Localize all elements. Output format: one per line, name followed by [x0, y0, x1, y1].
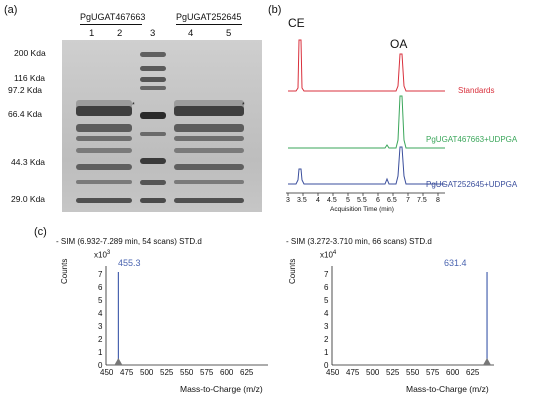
panel-c-label: (c)	[34, 226, 47, 238]
s1-xtick-500: 500	[140, 368, 154, 377]
spectrum1-xlabel: Mass-to-Charge (m/z)	[180, 384, 263, 394]
s2-ytick-4: 4	[324, 309, 329, 318]
legend-standards: Standards	[458, 86, 495, 95]
xtick-8: 8	[436, 197, 440, 204]
s1-ytick-3: 3	[98, 322, 103, 331]
spectrum1-peak-marker	[114, 358, 123, 365]
s2-xtick-550: 550	[406, 368, 420, 377]
s2-ytick-7: 7	[324, 270, 329, 279]
lane-4-label: 4	[188, 28, 194, 39]
spectrum1-exponent-base: x10	[94, 250, 107, 260]
spectrum1-exponent: x103	[94, 250, 110, 260]
s1-ytick-7: 7	[98, 270, 103, 279]
chromatogram-plot	[286, 39, 445, 196]
xtick-6: 6	[376, 197, 380, 204]
spectrum1-exponent-power: 3	[106, 250, 111, 256]
s1-xtick-475: 475	[120, 368, 134, 377]
marker-66: 66.4 Kda	[8, 109, 43, 119]
group1-bracket	[80, 24, 142, 25]
chromatogram-ticks	[287, 193, 439, 196]
panel-b-label: (b)	[268, 4, 282, 16]
group1-label: PgUGAT467663	[80, 12, 146, 22]
peak-label-oa: OA	[390, 37, 408, 51]
spectrum2-plot	[331, 266, 494, 366]
spectrum2-exponent: x104	[320, 250, 336, 260]
s2-xtick-475: 475	[346, 368, 360, 377]
s1-ytick-0: 0	[98, 361, 103, 370]
group2-label: PgUGAT252645	[176, 12, 242, 22]
lane-1-label: 1	[89, 28, 95, 39]
spectrum2-peak-label: 631.4	[444, 258, 467, 268]
s1-ytick-2: 2	[98, 335, 103, 344]
s2-xtick-575: 575	[426, 368, 440, 377]
asterisk-lane2: *	[132, 102, 135, 109]
legend-467663: PgUGAT467663+UDPGA	[426, 135, 518, 144]
s2-ytick-5: 5	[324, 296, 329, 305]
s2-xtick-500: 500	[366, 368, 380, 377]
xtick-4: 4	[316, 197, 320, 204]
s1-xtick-625: 625	[240, 368, 254, 377]
xtick-7.5: 7.5	[417, 197, 427, 204]
spectrum1-xticklabels: 450 475 500 525 550 575 600 625	[100, 368, 270, 378]
s1-ytick-4: 4	[98, 309, 103, 318]
trace-standards	[288, 39, 445, 92]
marker-44: 44.3 Kda	[11, 157, 46, 167]
spectrum2-peak-marker	[483, 358, 492, 365]
lane-3-label: 3	[150, 28, 156, 39]
spectrum2-xticklabels: 450 475 500 525 550 575 600 625	[326, 368, 496, 378]
lane-2-label: 2	[117, 28, 123, 39]
spectrum1-ylabel: Counts	[60, 258, 69, 284]
lane-5-label: 5	[226, 28, 232, 39]
trace-252645	[288, 146, 445, 185]
gel-image	[62, 40, 262, 212]
s2-ytick-3: 3	[324, 322, 329, 331]
marker-97: 97.2 Kda	[8, 85, 43, 95]
spectrum2-title: - SIM (3.272-3.710 min, 66 scans) STD.d	[286, 237, 432, 246]
s2-xtick-625: 625	[466, 368, 480, 377]
s1-xtick-450: 450	[100, 368, 114, 377]
s2-ytick-6: 6	[324, 283, 329, 292]
xtick-7: 7	[406, 197, 410, 204]
s1-xtick-550: 550	[180, 368, 194, 377]
s2-xtick-450: 450	[326, 368, 340, 377]
s2-xtick-525: 525	[386, 368, 400, 377]
marker-116: 116 Kda	[14, 73, 46, 83]
marker-200: 200 Kda	[14, 48, 46, 58]
spectrum1-peak-label: 455.3	[118, 258, 141, 268]
xtick-6.5: 6.5	[387, 197, 397, 204]
chromatogram-xticklabels: 3 3.5 4 4.5 5 5.5 6 6.5 7 7.5 8	[282, 197, 462, 207]
xtick-5: 5	[346, 197, 350, 204]
s2-xtick-600: 600	[446, 368, 460, 377]
peak-label-ce: CE	[288, 16, 305, 30]
xtick-5.5: 5.5	[357, 197, 367, 204]
spectrum1-plot	[105, 266, 268, 366]
marker-29: 29.0 Kda	[11, 194, 46, 204]
asterisk-lane5: *	[242, 102, 245, 109]
spectrum2-exponent-base: x10	[320, 250, 333, 260]
spectrum2-ylabel: Counts	[288, 258, 297, 284]
xtick-3: 3	[286, 197, 290, 204]
s2-ytick-2: 2	[324, 335, 329, 344]
chromatogram-xlabel: Acquisition Time (min)	[330, 206, 394, 213]
s1-ytick-6: 6	[98, 283, 103, 292]
s2-ytick-1: 1	[324, 348, 329, 357]
s1-xtick-525: 525	[160, 368, 174, 377]
spectrum2-xlabel: Mass-to-Charge (m/z)	[406, 384, 489, 394]
trace-467663	[288, 95, 445, 149]
s1-xtick-575: 575	[200, 368, 214, 377]
group2-bracket	[176, 24, 242, 25]
legend-252645: PgUGAT252645+UDPGA	[426, 180, 518, 189]
xtick-4.5: 4.5	[327, 197, 337, 204]
s1-ytick-5: 5	[98, 296, 103, 305]
xtick-3.5: 3.5	[297, 197, 307, 204]
spectrum2-exponent-power: 4	[332, 250, 337, 256]
panel-a-label: (a)	[4, 4, 18, 16]
s1-xtick-600: 600	[220, 368, 234, 377]
s1-ytick-1: 1	[98, 348, 103, 357]
spectrum1-title: - SIM (6.932-7.289 min, 54 scans) STD.d	[56, 237, 202, 246]
s2-ytick-0: 0	[324, 361, 329, 370]
